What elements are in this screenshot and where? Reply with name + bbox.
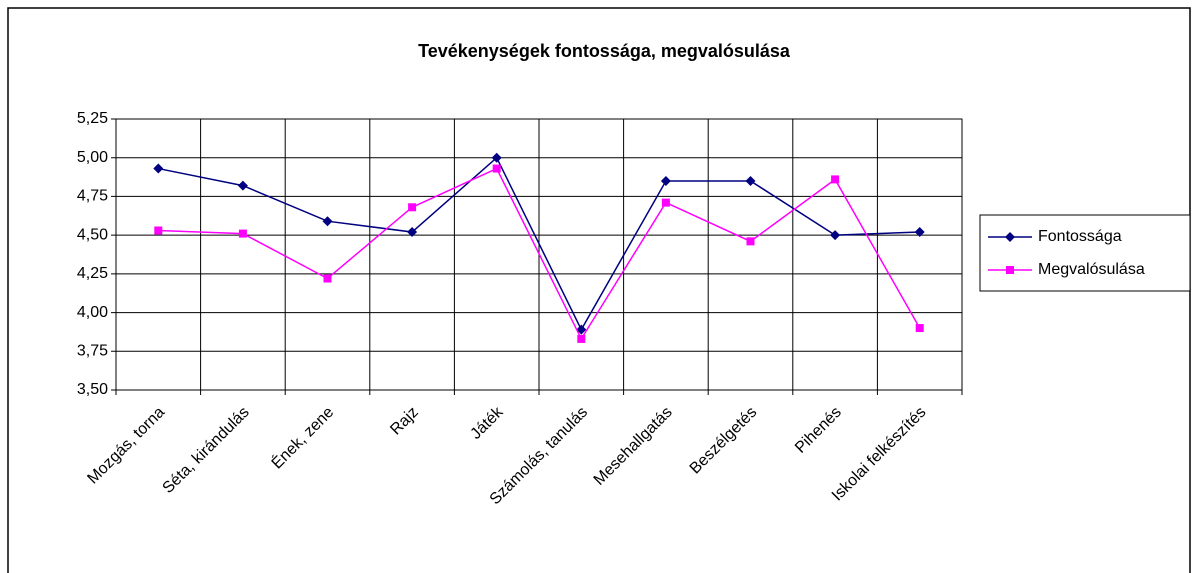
point-marker <box>661 198 670 207</box>
point-marker <box>153 163 164 174</box>
y-tick-label: 5,00 <box>77 149 108 166</box>
point-marker <box>492 164 501 173</box>
point-marker <box>576 324 587 335</box>
point-marker <box>660 175 671 186</box>
point-marker <box>407 227 418 238</box>
series-line <box>158 156 920 332</box>
point-marker <box>914 227 925 238</box>
point-marker <box>323 274 332 283</box>
y-tick-label: 3,75 <box>77 343 108 360</box>
point-marker <box>408 203 417 212</box>
point-marker <box>1006 266 1014 274</box>
y-tick-label: 4,50 <box>77 226 108 243</box>
point-marker <box>577 334 586 343</box>
legend-label: Megvalósulása <box>1038 261 1145 278</box>
point-marker <box>154 226 163 235</box>
point-marker <box>238 229 247 238</box>
y-tick-label: 3,50 <box>77 381 108 398</box>
legend-box <box>979 214 1191 292</box>
point-marker <box>915 324 924 333</box>
point-marker <box>746 237 755 246</box>
y-tick-label: 4,25 <box>77 265 108 282</box>
y-tick-label: 4,00 <box>77 304 108 321</box>
chart-title: Tevékenységek fontossága, megvalósulása <box>418 41 791 61</box>
series-line <box>158 167 921 341</box>
legend-label: Fontossága <box>1038 228 1122 245</box>
point-marker <box>322 216 333 227</box>
point-marker <box>830 230 841 241</box>
point-marker <box>237 180 248 191</box>
y-tick-label: 5,25 <box>77 110 108 127</box>
point-marker <box>831 175 840 184</box>
point-marker <box>491 152 502 163</box>
y-tick-label: 4,75 <box>77 188 108 205</box>
point-marker <box>745 175 756 186</box>
point-marker <box>1005 232 1015 242</box>
